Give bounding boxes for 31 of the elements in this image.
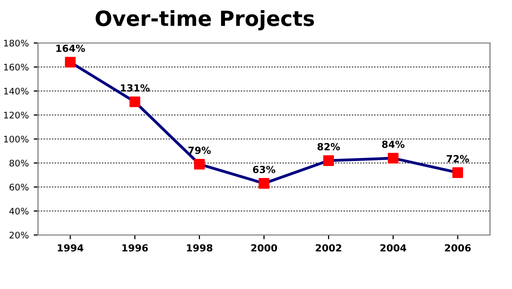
- chart-title: Over-time Projects: [96, 10, 314, 30]
- y-tick-label: 20%: [10, 232, 28, 239]
- data-label: 131%: [120, 84, 150, 92]
- y-tick-label: 160%: [4, 64, 28, 71]
- point: [64, 56, 76, 68]
- y-tick-label: 80%: [10, 160, 28, 167]
- data-label: 63%: [252, 166, 276, 174]
- data-label: 72%: [446, 155, 470, 162]
- x-tick-label: 2002: [316, 244, 342, 252]
- point: [388, 152, 398, 164]
- x-tick-label: 1996: [122, 244, 148, 252]
- y-tick-label: 40%: [9, 208, 28, 215]
- y-tick-label: 60%: [10, 184, 28, 191]
- x-tick-label: 1998: [186, 244, 212, 252]
- data-label: 82%: [318, 143, 340, 150]
- point: [452, 167, 464, 178]
- point: [323, 155, 334, 166]
- y-tick-label: 100%: [4, 136, 28, 143]
- x-tick-label: 1994: [58, 244, 84, 252]
- point: [194, 158, 205, 170]
- data-label: 164%: [56, 44, 85, 52]
- data-label: 84%: [382, 140, 404, 148]
- y-tick-label: 180%: [4, 40, 28, 47]
- y-tick-label: 140%: [4, 88, 28, 95]
- x-tick-label: 2006: [444, 244, 471, 252]
- x-tick-label: 2004: [380, 244, 406, 252]
- x-tick-label: 2000: [251, 244, 278, 252]
- point: [130, 96, 140, 108]
- data-label: 79%: [188, 146, 211, 154]
- point: [258, 178, 270, 189]
- y-tick-label: 120%: [4, 112, 28, 119]
